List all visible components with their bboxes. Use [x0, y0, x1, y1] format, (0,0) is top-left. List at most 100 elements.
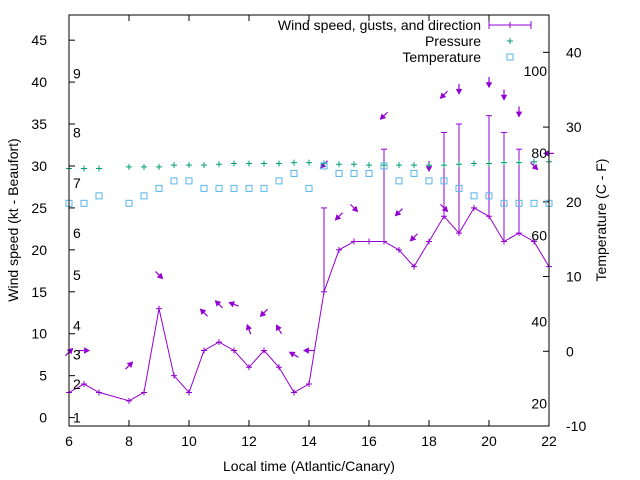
arrow-head [84, 347, 91, 354]
pressure-point [291, 159, 297, 166]
y-tick-label: 5 [39, 368, 47, 384]
temperature-point [380, 162, 388, 170]
arrow-head [156, 272, 164, 280]
temperature-point [80, 199, 88, 207]
y-tick-label: 20 [31, 242, 47, 258]
wind-speed-point [141, 389, 147, 396]
temperature-point [200, 184, 208, 192]
plot-frame [68, 14, 550, 427]
wind-direction-arrow [228, 301, 239, 308]
y2-tick-label: 30 [566, 119, 582, 135]
y-tick-label: 35 [31, 116, 47, 132]
pressure-point [156, 163, 162, 170]
temperature-point [455, 184, 463, 192]
wind-direction-arrow [259, 308, 268, 318]
x-tick-label: 12 [241, 433, 257, 449]
wind-direction-arrow [214, 300, 223, 309]
fahrenheit-label: 40 [531, 313, 547, 329]
wind-direction-arrow [379, 111, 388, 120]
temperature-point [500, 199, 508, 207]
legend-sample-wind-point [507, 22, 513, 28]
beaufort-label: 8 [73, 124, 81, 140]
beaufort-label: 4 [73, 317, 81, 333]
wind-speed-point [411, 263, 417, 270]
y-tick-label: 30 [31, 158, 47, 174]
fahrenheit-label: 20 [531, 396, 547, 412]
arrow-head [245, 323, 253, 331]
fahrenheit-label: 60 [531, 227, 547, 243]
pressure-point [171, 162, 177, 169]
y-tick-label: 15 [31, 284, 47, 300]
temperature-point [515, 199, 523, 207]
wind-speed-point [246, 364, 252, 371]
pressure-point [306, 159, 312, 166]
arrow-head [379, 113, 387, 120]
pressure-point [531, 158, 537, 165]
arrow-head [500, 94, 508, 101]
wind-speed-point [351, 238, 357, 245]
pressure-point [471, 160, 477, 167]
temperature-point [395, 177, 403, 185]
arrow-head [199, 308, 207, 315]
pressure-point [216, 161, 222, 168]
temperature-point [290, 169, 298, 177]
wind-speed-point [126, 397, 132, 404]
wind-speed-point [456, 230, 462, 237]
wind-direction-arrow [350, 203, 359, 213]
x-tick-label: 8 [125, 433, 133, 449]
wind-direction-arrow [530, 162, 539, 171]
arrow-head [441, 205, 449, 213]
wind-speed-point [336, 246, 342, 253]
x-tick-label: 22 [541, 433, 557, 449]
wind-speed-point [366, 238, 372, 245]
wind-speed-point [306, 381, 312, 388]
wind-speed-point [81, 381, 87, 388]
x-tick-label: 14 [301, 433, 317, 449]
wind-direction-arrow [485, 77, 493, 89]
wind-speed-point [381, 238, 387, 245]
temperature-point [245, 184, 253, 192]
beaufort-label: 6 [73, 225, 81, 241]
wind-speed-point [261, 347, 267, 354]
wind-direction-arrow [440, 203, 449, 213]
pressure-point [516, 159, 522, 166]
wind-direction-arrow [275, 324, 283, 335]
pressure-point [81, 165, 87, 172]
beaufort-label: 7 [73, 175, 81, 191]
temperature-point [320, 162, 328, 170]
temperature-point [410, 169, 418, 177]
pressure-point [141, 163, 147, 170]
y-tick-label: 0 [39, 410, 47, 426]
x-tick-label: 6 [65, 433, 73, 449]
arrow-head [334, 214, 342, 221]
wind-speed-point [96, 389, 102, 396]
wind-speed-point [276, 364, 282, 371]
x-tick-label: 20 [481, 433, 497, 449]
wind-direction-arrow [455, 83, 463, 95]
wind-speed-point [291, 389, 297, 396]
pressure-point [366, 162, 372, 169]
wind-speed-line [68, 207, 550, 402]
pressure-point [396, 162, 402, 169]
legend: Wind speed, gusts, and direction Pressur… [278, 17, 532, 65]
temperature-point [485, 192, 493, 200]
wind-direction-arrow [515, 106, 523, 118]
arrow-head [288, 351, 296, 358]
legend-sample-pressure [507, 38, 513, 44]
wind-direction-arrow [125, 361, 134, 370]
legend-sample-temperature [506, 53, 514, 61]
y2-axis-label: Temperature (C - F) [593, 159, 609, 282]
arrow-head [394, 209, 402, 217]
y2-tick-label: 20 [566, 194, 582, 210]
axis-ticks [68, 15, 550, 427]
temperature-point [365, 169, 373, 177]
wind-speed-point [321, 288, 327, 295]
pressure-point [186, 162, 192, 169]
x-tick-label: 18 [421, 433, 437, 449]
wind-speed-point [231, 347, 237, 354]
temperature-point [215, 184, 223, 192]
temperature-point [155, 184, 163, 192]
arrow-head [126, 361, 134, 368]
beaufort-label: 1 [73, 410, 81, 426]
pressure-point [231, 160, 237, 167]
